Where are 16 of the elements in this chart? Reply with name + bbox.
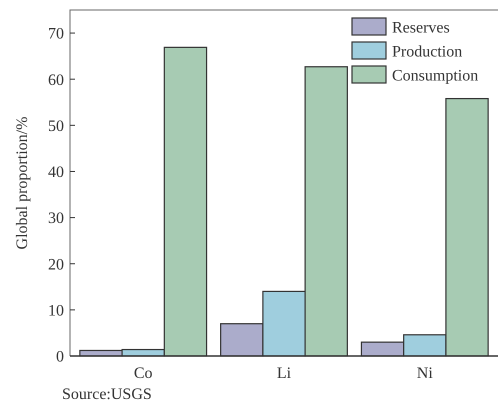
y-tick-label: 70 [48,26,64,43]
y-axis-title: Global proportion/% [14,116,31,250]
x-tick-label: Co [134,365,153,382]
x-tick-label: Ni [416,365,434,382]
y-tick-label: 60 [48,72,64,89]
legend-label: Reserves [392,20,450,37]
y-tick-label: 50 [48,118,64,135]
y-tick-label: 40 [48,164,64,182]
y-tick-label: 0 [56,348,64,366]
x-tick-label: Li [276,365,292,382]
y-tick-label: 30 [48,210,64,228]
y-tick-label: 10 [48,302,64,320]
source-note: Source:USGS [62,386,152,403]
y-tick-label: 20 [48,256,64,274]
legend-label: Consumption [392,68,478,85]
legend-label: Production [392,44,462,61]
